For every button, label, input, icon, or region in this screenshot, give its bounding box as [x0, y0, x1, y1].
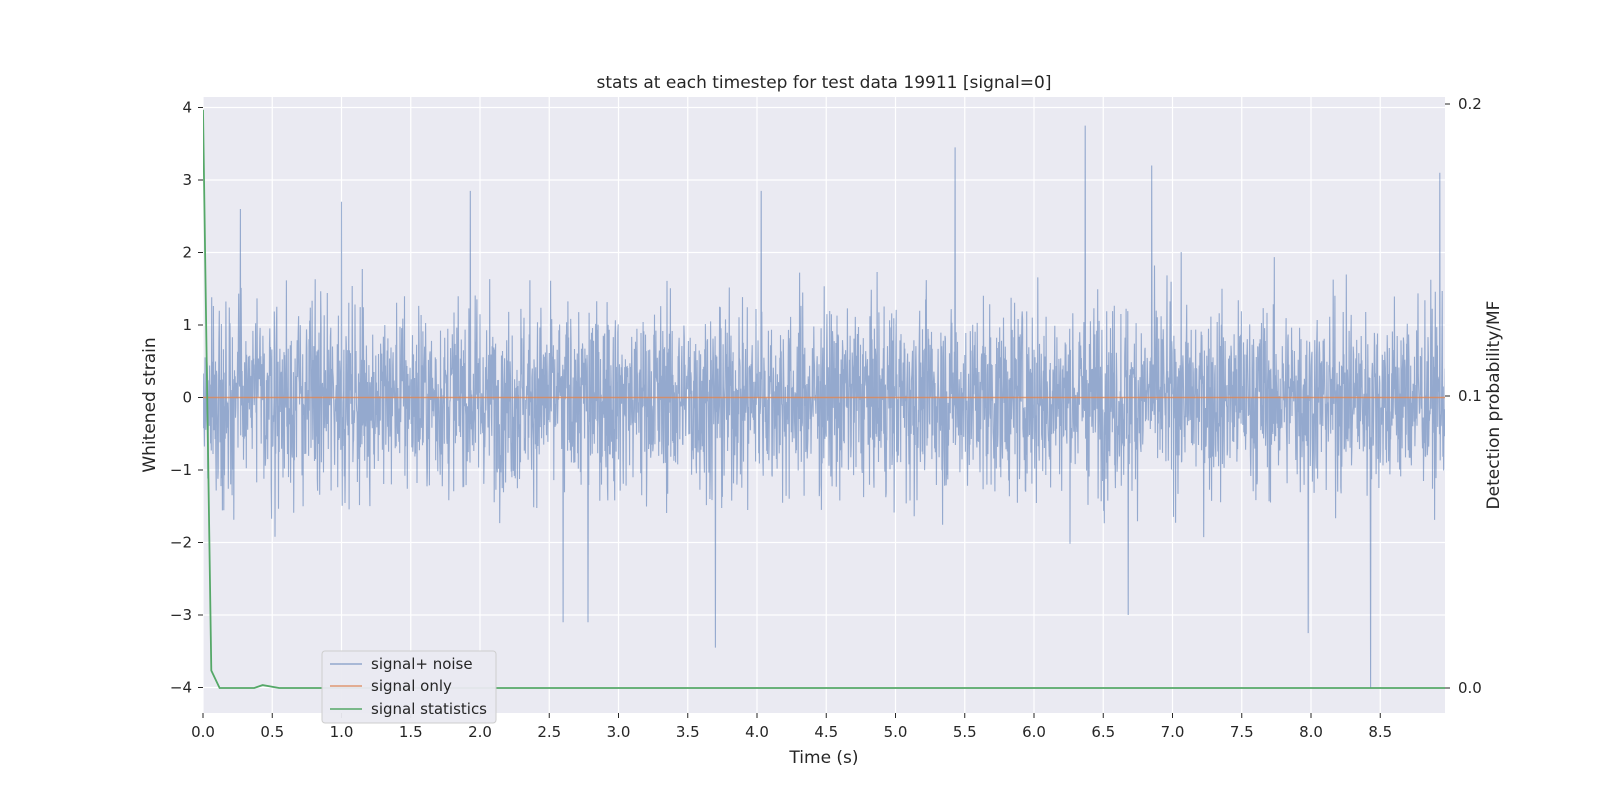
- legend-label-signal-only: signal only: [371, 677, 452, 695]
- x-axis-label: Time (s): [788, 748, 858, 768]
- x-tick-label: 8.5: [1368, 723, 1392, 741]
- right-axis-ticks: 0.2 0.1 0.0: [1445, 95, 1482, 697]
- x-tick-label: 2.0: [468, 723, 492, 741]
- y-axis-label: Whitened strain: [140, 337, 160, 472]
- right-tick-label: 0.0: [1458, 679, 1482, 697]
- legend-label-signal-statistics: signal statistics: [371, 700, 487, 718]
- legend-box: [321, 650, 497, 724]
- y-tick-label: 2: [182, 244, 192, 262]
- x-tick-label: 3.0: [607, 723, 631, 741]
- x-tick-label: 4.0: [745, 723, 769, 741]
- x-tick-label: 6.0: [1022, 723, 1046, 741]
- x-axis-ticks: 0.0 0.5 1.0 1.5 2.0 2.5 3.0 3.5 4.0 4.5 5.0 5.5 6.0 6…: [191, 713, 1392, 741]
- series-signal-noise: [203, 125, 1445, 688]
- x-tick-label: 1.5: [399, 723, 423, 741]
- x-tick-label: 1.0: [330, 723, 354, 741]
- y-tick-label: 1: [182, 316, 192, 334]
- x-tick-label: 4.5: [814, 723, 838, 741]
- x-tick-label: 7.0: [1161, 723, 1185, 741]
- x-tick-label: 5.0: [884, 723, 908, 741]
- x-tick-label: 2.5: [537, 723, 561, 741]
- x-tick-label: 0.0: [191, 723, 215, 741]
- right-tick-label: 0.2: [1458, 95, 1482, 113]
- chart-title: stats at each timestep for test data 199…: [597, 73, 1052, 93]
- x-tick-label: 8.0: [1299, 723, 1323, 741]
- y-tick-label: 0: [182, 389, 192, 407]
- legend: signal+ noise signal only signal statist…: [321, 650, 497, 724]
- legend-label-signal-noise: signal+ noise: [371, 655, 473, 673]
- y-tick-label: −4: [170, 679, 192, 697]
- y-tick-label: −2: [170, 534, 192, 552]
- y-axis-ticks: 4 3 2 1 0 −1 −2 −3 −4: [170, 99, 203, 697]
- y-tick-label: 3: [182, 171, 192, 189]
- x-tick-label: 7.5: [1230, 723, 1254, 741]
- y-tick-label: 4: [182, 99, 192, 117]
- y-tick-label: −3: [170, 606, 192, 624]
- series-signal-statistics: [203, 109, 1445, 689]
- x-tick-label: 3.5: [676, 723, 700, 741]
- x-tick-label: 5.5: [953, 723, 977, 741]
- x-tick-label: 0.5: [260, 723, 284, 741]
- x-tick-label: 6.5: [1091, 723, 1115, 741]
- right-tick-label: 0.1: [1458, 387, 1482, 405]
- y-tick-label: −1: [170, 461, 192, 479]
- series-layer: [203, 109, 1445, 689]
- right-axis-label: Detection probability/MF: [1484, 301, 1504, 510]
